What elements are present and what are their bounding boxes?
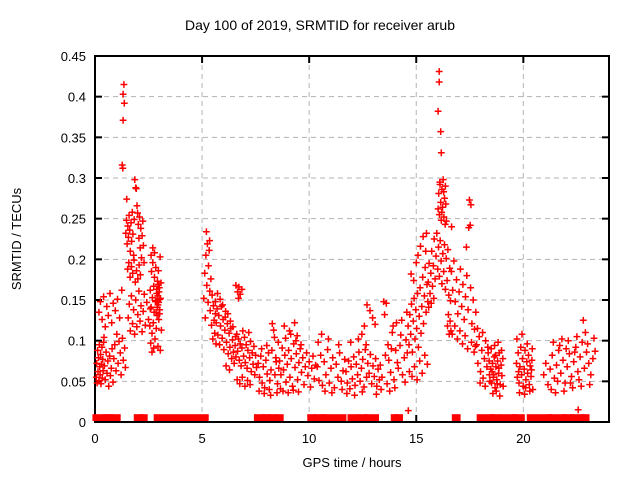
tick-labels: 0 0.05 0.1 0.15 0.2 0.25 0.3 0.35 0.4 0.45 0 5 10 15 2… [61,49,531,446]
zero-value-band [92,414,590,421]
y-tick-label: 0.45 [61,49,86,64]
grid-lines [95,56,609,422]
y-tick-label: 0.2 [68,252,86,267]
y-tick-label: 0.1 [68,334,86,349]
y-tick-label: 0.15 [61,293,86,308]
y-tick-label: 0.35 [61,130,86,145]
chart-title: Day 100 of 2019, SRMTID for receiver aru… [185,17,455,33]
x-tick-label: 20 [516,431,530,446]
y-tick-label: 0.25 [61,212,86,227]
y-tick-label: 0 [79,415,86,430]
data-points-layer [92,68,599,414]
plot-border [94,55,610,423]
x-tick-label: 0 [91,431,98,446]
y-tick-label: 0.4 [68,90,86,105]
x-axis-label: GPS time / hours [303,455,402,470]
y-tick-label: 0.05 [61,374,86,389]
x-tick-label: 15 [409,431,423,446]
x-tick-label: 5 [198,431,205,446]
y-axis-label: SRMTID / TECUs [9,187,24,290]
y-tick-label: 0.3 [68,171,86,186]
x-tick-label: 10 [302,431,316,446]
